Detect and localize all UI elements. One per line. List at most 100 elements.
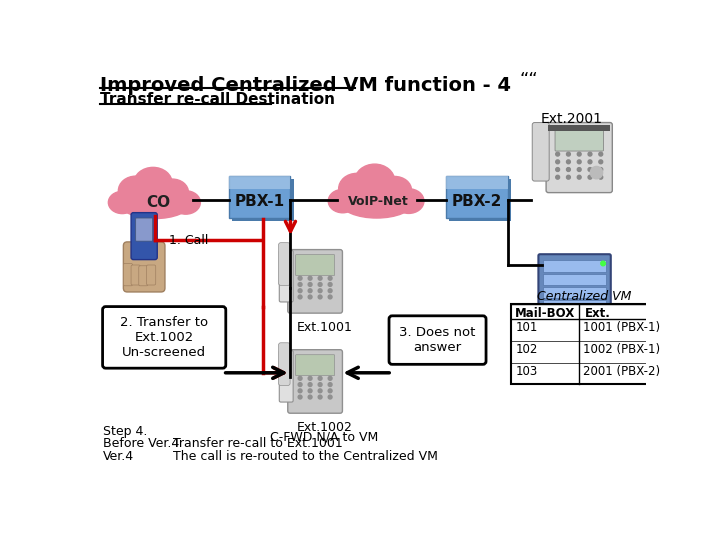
Text: CO: CO bbox=[146, 195, 170, 210]
Ellipse shape bbox=[378, 177, 412, 204]
Text: Before Ver.4: Before Ver.4 bbox=[104, 437, 179, 450]
Circle shape bbox=[308, 395, 312, 399]
Circle shape bbox=[328, 295, 332, 299]
Circle shape bbox=[308, 295, 312, 299]
FancyBboxPatch shape bbox=[229, 176, 290, 189]
Text: 1. Call: 1. Call bbox=[168, 234, 208, 247]
Circle shape bbox=[556, 176, 559, 179]
Ellipse shape bbox=[118, 176, 153, 205]
Circle shape bbox=[308, 289, 312, 293]
Circle shape bbox=[556, 152, 559, 156]
Circle shape bbox=[577, 167, 581, 171]
Circle shape bbox=[318, 282, 322, 286]
Circle shape bbox=[298, 395, 302, 399]
FancyBboxPatch shape bbox=[296, 355, 335, 376]
Circle shape bbox=[298, 276, 302, 280]
Circle shape bbox=[599, 176, 603, 179]
Circle shape bbox=[577, 176, 581, 179]
FancyBboxPatch shape bbox=[135, 218, 153, 241]
Ellipse shape bbox=[120, 190, 189, 219]
Circle shape bbox=[588, 152, 592, 156]
Circle shape bbox=[590, 166, 603, 179]
FancyBboxPatch shape bbox=[288, 350, 343, 413]
FancyBboxPatch shape bbox=[146, 265, 156, 285]
Ellipse shape bbox=[108, 191, 136, 214]
Circle shape bbox=[556, 167, 559, 171]
Ellipse shape bbox=[338, 173, 374, 204]
FancyBboxPatch shape bbox=[131, 265, 140, 285]
FancyBboxPatch shape bbox=[446, 176, 508, 189]
Text: Transfer re-call to Ext.1001: Transfer re-call to Ext.1001 bbox=[173, 437, 343, 450]
FancyBboxPatch shape bbox=[389, 316, 486, 364]
Circle shape bbox=[328, 395, 332, 399]
Text: PBX-2: PBX-2 bbox=[451, 194, 502, 209]
FancyBboxPatch shape bbox=[555, 128, 603, 151]
Ellipse shape bbox=[171, 191, 200, 214]
Text: Ext.2001: Ext.2001 bbox=[541, 112, 603, 126]
Text: Centralized VM: Centralized VM bbox=[537, 291, 631, 303]
FancyBboxPatch shape bbox=[543, 274, 606, 285]
Circle shape bbox=[318, 383, 322, 387]
FancyBboxPatch shape bbox=[543, 300, 606, 312]
Text: Transfer re-call Destination: Transfer re-call Destination bbox=[99, 92, 335, 107]
Circle shape bbox=[308, 383, 312, 387]
Circle shape bbox=[298, 289, 302, 293]
Text: 2. Transfer to
Ext.1002
Un-screened: 2. Transfer to Ext.1002 Un-screened bbox=[120, 316, 208, 359]
Text: Improved Centralized VM function - 4: Improved Centralized VM function - 4 bbox=[99, 76, 510, 94]
Circle shape bbox=[556, 160, 559, 164]
Ellipse shape bbox=[355, 164, 395, 198]
Text: ““: ““ bbox=[520, 71, 539, 89]
FancyBboxPatch shape bbox=[543, 313, 606, 325]
FancyBboxPatch shape bbox=[279, 350, 293, 402]
Circle shape bbox=[328, 389, 332, 393]
Circle shape bbox=[318, 376, 322, 380]
FancyBboxPatch shape bbox=[539, 254, 611, 346]
Circle shape bbox=[318, 389, 322, 393]
Text: VoIP-Net: VoIP-Net bbox=[348, 194, 409, 207]
Circle shape bbox=[318, 289, 322, 293]
Circle shape bbox=[599, 167, 603, 171]
Circle shape bbox=[318, 295, 322, 299]
Circle shape bbox=[567, 167, 570, 171]
FancyBboxPatch shape bbox=[543, 287, 606, 299]
FancyBboxPatch shape bbox=[279, 251, 293, 302]
Circle shape bbox=[567, 176, 570, 179]
Circle shape bbox=[298, 376, 302, 380]
Circle shape bbox=[588, 167, 592, 171]
Circle shape bbox=[600, 261, 606, 266]
Text: 1002 (PBX-1): 1002 (PBX-1) bbox=[583, 343, 660, 356]
FancyBboxPatch shape bbox=[232, 179, 294, 221]
Circle shape bbox=[298, 383, 302, 387]
Text: Ext.: Ext. bbox=[585, 307, 611, 320]
Text: 103: 103 bbox=[516, 365, 538, 378]
Circle shape bbox=[298, 295, 302, 299]
FancyBboxPatch shape bbox=[229, 176, 290, 218]
Circle shape bbox=[308, 282, 312, 286]
Text: 102: 102 bbox=[516, 343, 538, 356]
FancyBboxPatch shape bbox=[446, 176, 508, 218]
Circle shape bbox=[308, 389, 312, 393]
Ellipse shape bbox=[156, 179, 189, 205]
Text: 2001 (PBX-2): 2001 (PBX-2) bbox=[583, 365, 660, 378]
Text: The call is re-routed to the Centralized VM: The call is re-routed to the Centralized… bbox=[173, 450, 438, 463]
Circle shape bbox=[599, 160, 603, 164]
FancyBboxPatch shape bbox=[288, 249, 343, 313]
Ellipse shape bbox=[134, 167, 172, 200]
Text: Ext.1002: Ext.1002 bbox=[297, 421, 352, 434]
Ellipse shape bbox=[341, 187, 413, 218]
Circle shape bbox=[599, 152, 603, 156]
Text: 1001 (PBX-1): 1001 (PBX-1) bbox=[583, 321, 660, 334]
Circle shape bbox=[328, 289, 332, 293]
Circle shape bbox=[298, 282, 302, 286]
Circle shape bbox=[588, 176, 592, 179]
Text: PBX-1: PBX-1 bbox=[235, 194, 284, 209]
Circle shape bbox=[567, 160, 570, 164]
Ellipse shape bbox=[394, 189, 424, 213]
FancyBboxPatch shape bbox=[532, 123, 549, 181]
FancyBboxPatch shape bbox=[123, 242, 165, 292]
Text: 3. Does not
answer: 3. Does not answer bbox=[400, 326, 476, 354]
FancyBboxPatch shape bbox=[102, 307, 226, 368]
Text: Mail-BOX: Mail-BOX bbox=[516, 307, 575, 320]
Text: 101: 101 bbox=[516, 321, 538, 334]
Circle shape bbox=[328, 376, 332, 380]
